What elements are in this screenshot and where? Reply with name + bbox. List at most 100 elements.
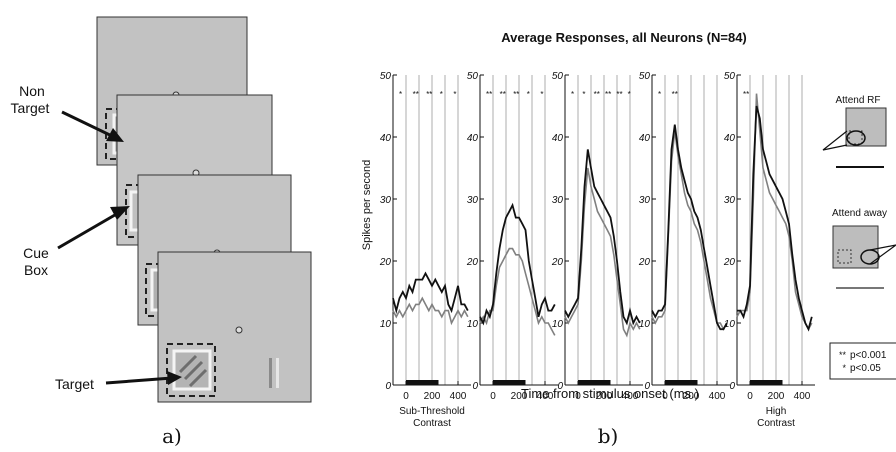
y-tick-label: 10 <box>724 319 736 330</box>
y-tick-label: 40 <box>639 133 651 144</box>
panel-contrast-label: Contrast <box>413 418 451 429</box>
y-tick-label: 30 <box>380 195 392 206</box>
x-tick-label: 200 <box>683 391 700 402</box>
y-tick-label: 10 <box>639 319 651 330</box>
significance-marker: ** <box>513 90 519 99</box>
panel-a: Non Target Cue Box Target a) <box>11 16 312 448</box>
x-tick-label: 0 <box>403 391 409 402</box>
caption-a: a) <box>162 424 182 448</box>
y-tick-label: 0 <box>472 381 478 392</box>
panel-contrast-label: Sub-Threshold <box>399 406 465 417</box>
significance-marker: * <box>658 90 661 99</box>
significance-marker: * <box>540 90 543 99</box>
significance-marker: * <box>582 90 585 99</box>
panel-contrast-label: High <box>766 406 787 417</box>
stimulus-bar <box>493 380 526 385</box>
label-non-target-line1: Non <box>19 83 45 99</box>
significance-marker: ** <box>743 90 749 99</box>
y-tick-label: 30 <box>552 195 564 206</box>
target-grating-bar <box>188 368 208 388</box>
significance-marker: ** <box>616 90 622 99</box>
significance-marker: * <box>399 90 402 99</box>
y-tick-label: 20 <box>466 257 479 268</box>
series-line-attend-rf <box>651 124 728 331</box>
sig-marker-05: * <box>842 363 846 373</box>
y-axis-label: Spikes per second <box>361 160 373 251</box>
series-line-attend-rf <box>479 202 556 326</box>
attend-away-icon-rf <box>837 249 852 264</box>
significance-marker: * <box>571 90 574 99</box>
y-tick-label: 50 <box>467 71 479 82</box>
significance-marker: ** <box>486 90 492 99</box>
significance-marker: ** <box>605 90 611 99</box>
y-tick-label: 20 <box>723 257 736 268</box>
significance-marker: ** <box>500 90 506 99</box>
significance-marker: ** <box>594 90 600 99</box>
target-arrowhead <box>167 371 182 385</box>
distractor-bar <box>276 358 279 388</box>
y-tick-label: 40 <box>380 133 392 144</box>
attend-rf-icon-beam <box>822 130 848 151</box>
panel-contrast-label: Contrast <box>757 418 795 429</box>
fixation-point <box>235 326 243 334</box>
legend-attend-away-label: Attend away <box>832 208 887 219</box>
legend: Attend RF Attend away ** p<0.001 * p<0.0… <box>822 95 896 380</box>
cue-arrowhead <box>110 206 130 220</box>
x-tick-label: 200 <box>424 391 441 402</box>
cue-box-dashed <box>166 343 216 397</box>
y-tick-label: 50 <box>724 71 736 82</box>
y-tick-label: 40 <box>724 133 736 144</box>
y-tick-label: 20 <box>551 257 564 268</box>
cue-arrow <box>57 210 121 250</box>
y-tick-label: 30 <box>639 195 651 206</box>
x-tick-label: 0 <box>575 391 581 402</box>
y-tick-label: 30 <box>467 195 479 206</box>
y-tick-label: 10 <box>552 319 564 330</box>
stimulus-bar <box>665 380 698 385</box>
x-tick-label: 400 <box>622 391 639 402</box>
label-non-target-line2: Target <box>11 100 50 116</box>
label-cue-line1: Cue <box>23 245 49 261</box>
x-tick-label: 400 <box>537 391 554 402</box>
sig-marker-001: ** <box>839 350 847 360</box>
y-tick-label: 20 <box>638 257 651 268</box>
non-target-arrowhead <box>106 128 124 142</box>
sig-label-05: p<0.05 <box>850 363 881 374</box>
y-tick-label: 0 <box>385 381 391 392</box>
x-tick-label: 400 <box>709 391 726 402</box>
significance-marker: ** <box>426 90 432 99</box>
y-tick-label: 50 <box>552 71 564 82</box>
target-grating-bar <box>178 354 198 374</box>
attend-rf-icon-spotlight <box>846 130 866 146</box>
attend-away-icon-beam <box>869 244 896 265</box>
y-tick-label: 20 <box>379 257 392 268</box>
attend-rf-icon-rf <box>848 130 863 145</box>
series-line-attend-rf <box>737 105 813 332</box>
target-arrow <box>105 376 173 385</box>
significance-marker: ** <box>672 90 678 99</box>
series-line-attend-away <box>564 167 641 338</box>
stimulus-bar <box>750 380 783 385</box>
y-tick-label: 40 <box>552 133 564 144</box>
label-cue-line2: Box <box>24 262 48 278</box>
attend-away-icon-screen <box>832 225 879 269</box>
non-target-arrow <box>61 110 115 139</box>
attend-rf-icon-screen <box>845 107 887 147</box>
significance-box <box>829 342 896 380</box>
distractor-bar <box>269 358 272 388</box>
x-tick-label: 200 <box>511 391 528 402</box>
x-tick-label: 200 <box>768 391 785 402</box>
significance-marker: * <box>453 90 456 99</box>
y-tick-label: 30 <box>724 195 736 206</box>
x-axis-label: Time from stimulus onset (ms.) <box>521 386 699 401</box>
y-tick-label: 0 <box>644 381 650 392</box>
legend-attend-rf-label: Attend RF <box>835 95 880 106</box>
series-line-attend-away <box>479 247 556 336</box>
stimulus-bar <box>406 380 439 385</box>
panel-b-chart: Average Responses, all Neurons (N=84) Sp… <box>361 30 815 448</box>
